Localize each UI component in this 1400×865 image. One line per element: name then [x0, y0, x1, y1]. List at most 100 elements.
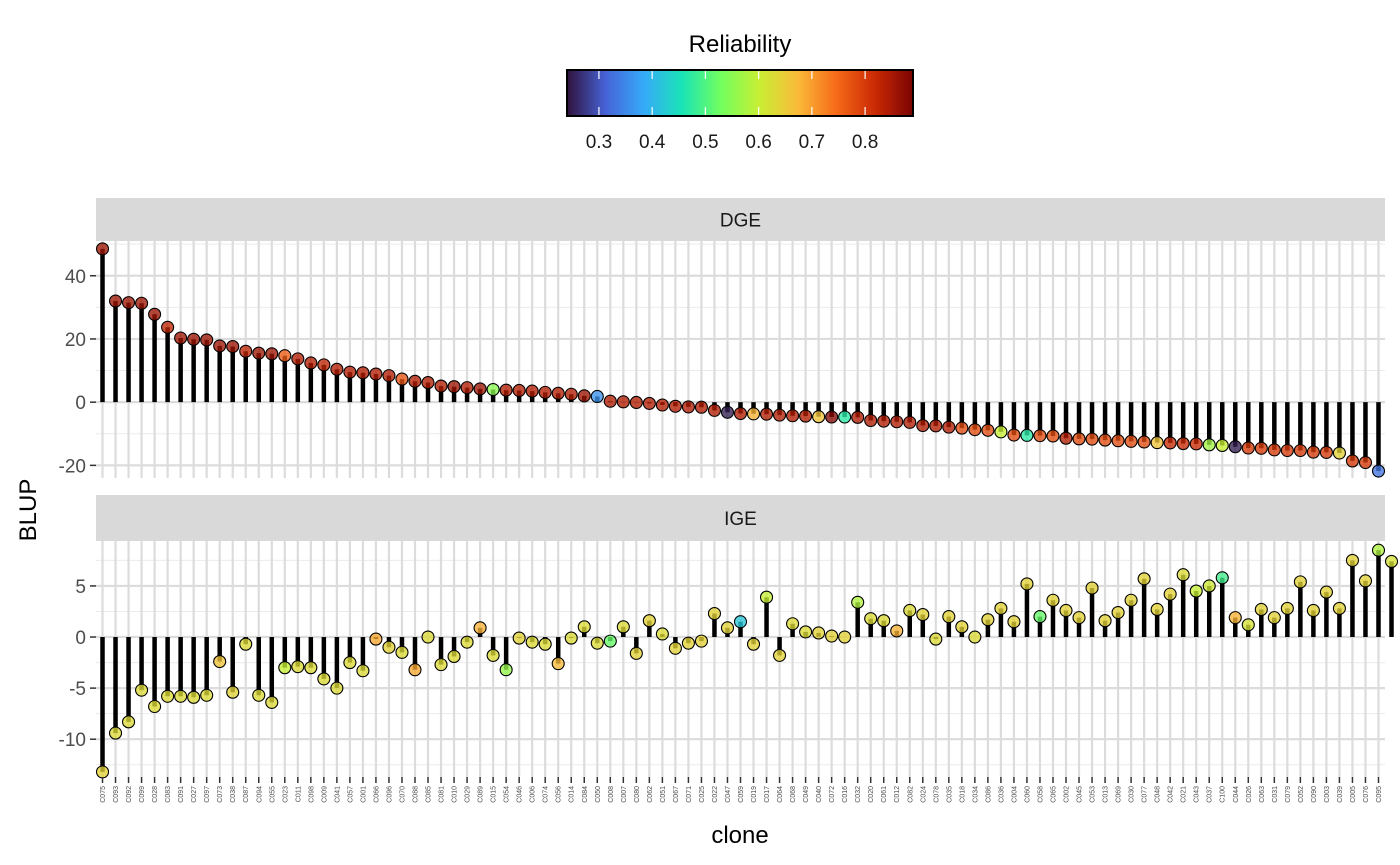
data-point: C012: -6.2 [890, 415, 904, 429]
x-tick-label: C079 [1285, 786, 1292, 803]
data-point: C055: -6.4 [265, 695, 279, 709]
data-point: C076: 5.5 [1358, 574, 1373, 588]
data-point: C052: 5.4 [1293, 575, 1307, 589]
x-tick-label: C045 [1077, 786, 1084, 803]
data-point: C004: -10.4 [1007, 428, 1021, 442]
data-point: C012: 0.6 [890, 624, 904, 638]
x-tick-label: C018 [959, 786, 966, 803]
x-tick-label: C067 [673, 786, 680, 803]
x-tick-label: C024 [920, 786, 927, 803]
data-point: C087: 16.1 [239, 344, 253, 358]
data-point: C053: -11.7 [1085, 432, 1099, 446]
x-tick-label: C085 [426, 786, 433, 803]
x-tick-label: C011 [295, 786, 302, 802]
data-point: C077: 5.7 [1137, 572, 1151, 586]
data-point: C071: -1.5 [681, 400, 695, 414]
data-point: C044: -14.1 [1228, 440, 1242, 454]
y-tick-label: -20 [59, 456, 86, 477]
data-point: C039: -16.1 [1332, 446, 1346, 460]
x-tick-label: C019 [751, 786, 758, 803]
data-point: C006: 3.5 [525, 384, 539, 398]
data-point: C029: 4.6 [460, 381, 474, 395]
legend-tick-label: 0.4 [639, 132, 666, 153]
data-point: C034: 0 [968, 630, 982, 644]
data-point: C045: 1.9 [1072, 611, 1086, 625]
x-tick-label: C049 [803, 786, 810, 803]
x-tick-label: C036 [998, 786, 1005, 803]
x-tick-label: C071 [686, 786, 693, 803]
data-point: C041: -5 [330, 681, 344, 695]
data-point: C037: 5 [1202, 579, 1216, 593]
data-point: C086: -8.9 [981, 423, 995, 437]
x-tick-label: C097 [204, 786, 211, 803]
data-point: C011: 13.7 [291, 352, 305, 366]
data-point: C072: 0.1 [825, 629, 839, 643]
data-point: C013: 1.6 [1098, 614, 1112, 628]
data-point: C001: -3.3 [356, 664, 370, 678]
data-point: C071: -0.6 [681, 636, 695, 650]
data-point: C023: 14.7 [278, 349, 292, 363]
data-point: C025: -1.6 [694, 400, 708, 414]
x-tick-label: C060 [1024, 786, 1031, 803]
x-tick-label: C080 [634, 786, 641, 803]
legend-tick-label: 0.8 [852, 132, 878, 153]
data-point: C081: -2.7 [434, 658, 448, 672]
panel-ige: IGE -10 -5 0 5 C075: -13.2 C093: -9.4C092: -8.… [59, 495, 1399, 779]
data-point: C077: -12.6 [1137, 435, 1151, 449]
x-tick-label: C023 [282, 786, 289, 803]
y-tick-label: 0 [75, 393, 86, 414]
x-tick-label: C015 [491, 786, 498, 803]
x-tick-label: C016 [842, 786, 849, 803]
data-point: C083: -5.8 [161, 689, 175, 703]
data-point: C038: -5.4 [226, 685, 240, 699]
y-tick-label: -5 [69, 679, 86, 700]
data-point: C002: 2.6 [1059, 603, 1073, 618]
data-point: C040: 0.4 [812, 626, 826, 640]
data-point: C021: -13.1 [1176, 437, 1190, 451]
data-point: C057: 9.5 [343, 365, 357, 379]
data-point: C056: 2.8 [551, 386, 565, 400]
legend-tick-label: 0.7 [799, 132, 825, 153]
x-tick-label: C078 [933, 786, 940, 803]
data-point: C098: -3 [304, 661, 318, 675]
data-point: C037: -13.5 [1202, 438, 1216, 452]
x-tick-label: C056 [556, 786, 563, 803]
y-tick-label: 0 [75, 628, 86, 649]
data-point: C039: 2.8 [1332, 601, 1346, 615]
x-tick-label: C077 [1142, 786, 1149, 803]
data-point: C049: 0.5 [799, 625, 813, 639]
data-point: C032: 3.4 [851, 595, 865, 609]
x-tick-label: C063 [1259, 786, 1266, 803]
data-point: C042: -12.9 [1163, 436, 1177, 450]
data-point: C075: -13.2 [95, 765, 110, 779]
data-point: C080: -0.1 [629, 395, 643, 410]
data-point: C008: 0.3 [603, 394, 617, 408]
data-point: C015: -1.8 [486, 648, 500, 662]
data-point: C084: 2 [577, 389, 591, 403]
data-point: C062: -0.4 [642, 396, 656, 410]
y-tick-label: -10 [59, 730, 86, 751]
data-point: C036: -9.4 [994, 425, 1008, 439]
x-tick-label: C098 [308, 786, 315, 803]
data-point: C091: -5.8 [174, 689, 188, 703]
strip-label: DGE [720, 211, 761, 232]
x-tick-label: C088 [412, 786, 419, 803]
data-point: C090: -15.8 [1306, 445, 1320, 459]
data-point: C067: -1.3 [668, 399, 682, 413]
data-point: C050: 1.8 [590, 389, 604, 404]
x-tick-label: C048 [1155, 786, 1162, 803]
data-point: C088: 6.6 [408, 374, 422, 388]
data-point: C090: 2.6 [1306, 603, 1320, 618]
data-point: C010: -1.9 [447, 649, 461, 663]
data-point: C063: 2.7 [1254, 602, 1268, 617]
x-tick-label: C032 [855, 786, 862, 803]
x-tick-label: C012 [894, 786, 901, 803]
data-point: C049: -4.4 [799, 409, 813, 423]
x-tick-label: C031 [1272, 786, 1279, 803]
data-point: C095: 8.5 [1371, 543, 1386, 557]
data-point: C043: 4.5 [1189, 584, 1203, 598]
x-tick-label: C027 [191, 786, 198, 803]
x-tick-label: C040 [816, 786, 823, 803]
data-point: C009: 11.8 [317, 358, 331, 372]
